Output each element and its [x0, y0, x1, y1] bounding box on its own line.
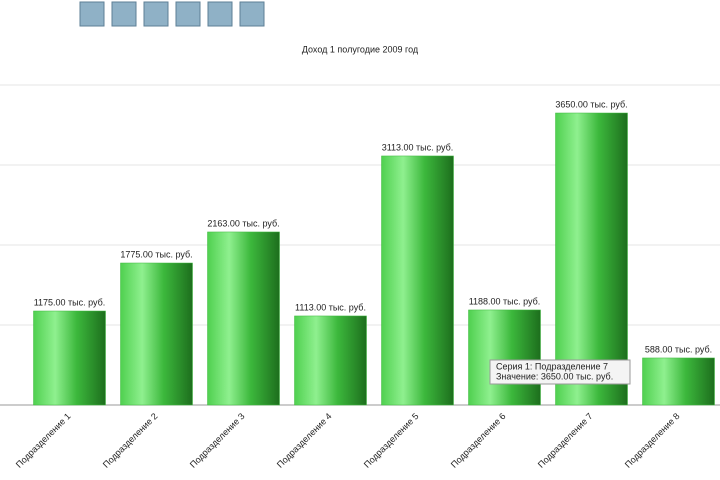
- x-tick-label: Подразделение 4: [275, 411, 334, 470]
- bar: [555, 112, 628, 406]
- tooltip-title: Серия 1: Подразделение 7: [496, 361, 608, 371]
- tooltip-text: Значение: 3650.00 тыс. руб.: [496, 371, 613, 381]
- toolbar-button[interactable]: [239, 1, 265, 27]
- data-label: 1188.00 тыс. руб.: [469, 296, 541, 306]
- toolbar-button[interactable]: [111, 1, 137, 27]
- x-tick-label: Подразделение 3: [188, 411, 247, 470]
- toolbar-button[interactable]: [175, 1, 201, 27]
- data-label: 1775.00 тыс. руб.: [120, 249, 192, 259]
- bar: [294, 315, 367, 406]
- data-label: 3113.00 тыс. руб.: [382, 142, 454, 152]
- x-tick-label: Подразделение 7: [536, 411, 595, 470]
- bar: [468, 309, 541, 406]
- x-tick-label: Подразделение 6: [449, 411, 508, 470]
- bar: [33, 310, 106, 406]
- toolbar-button[interactable]: [143, 1, 169, 27]
- toolbar-button[interactable]: [207, 1, 233, 27]
- bar: [207, 231, 280, 406]
- data-label: 2163.00 тыс. руб.: [207, 218, 279, 228]
- toolbar: [79, 1, 265, 27]
- x-tick-label: Подразделение 1: [14, 411, 73, 470]
- chart-title: Доход 1 полугодие 2009 год: [302, 44, 419, 54]
- data-label: 1113.00 тыс. руб.: [295, 302, 366, 312]
- tooltip-box: [489, 359, 631, 385]
- data-label: 588.00 тыс. руб.: [645, 344, 712, 354]
- data-label: 3650.00 тыс. руб.: [555, 99, 627, 109]
- bar: [381, 155, 454, 406]
- x-tick-label: Подразделение 2: [101, 411, 160, 470]
- bar: [642, 357, 715, 406]
- data-label: 1175.00 тыс. руб.: [34, 297, 106, 307]
- bar: [120, 262, 193, 406]
- x-tick-label: Подразделение 8: [623, 411, 682, 470]
- x-tick-label: Подразделение 5: [362, 411, 421, 470]
- toolbar-button[interactable]: [79, 1, 105, 27]
